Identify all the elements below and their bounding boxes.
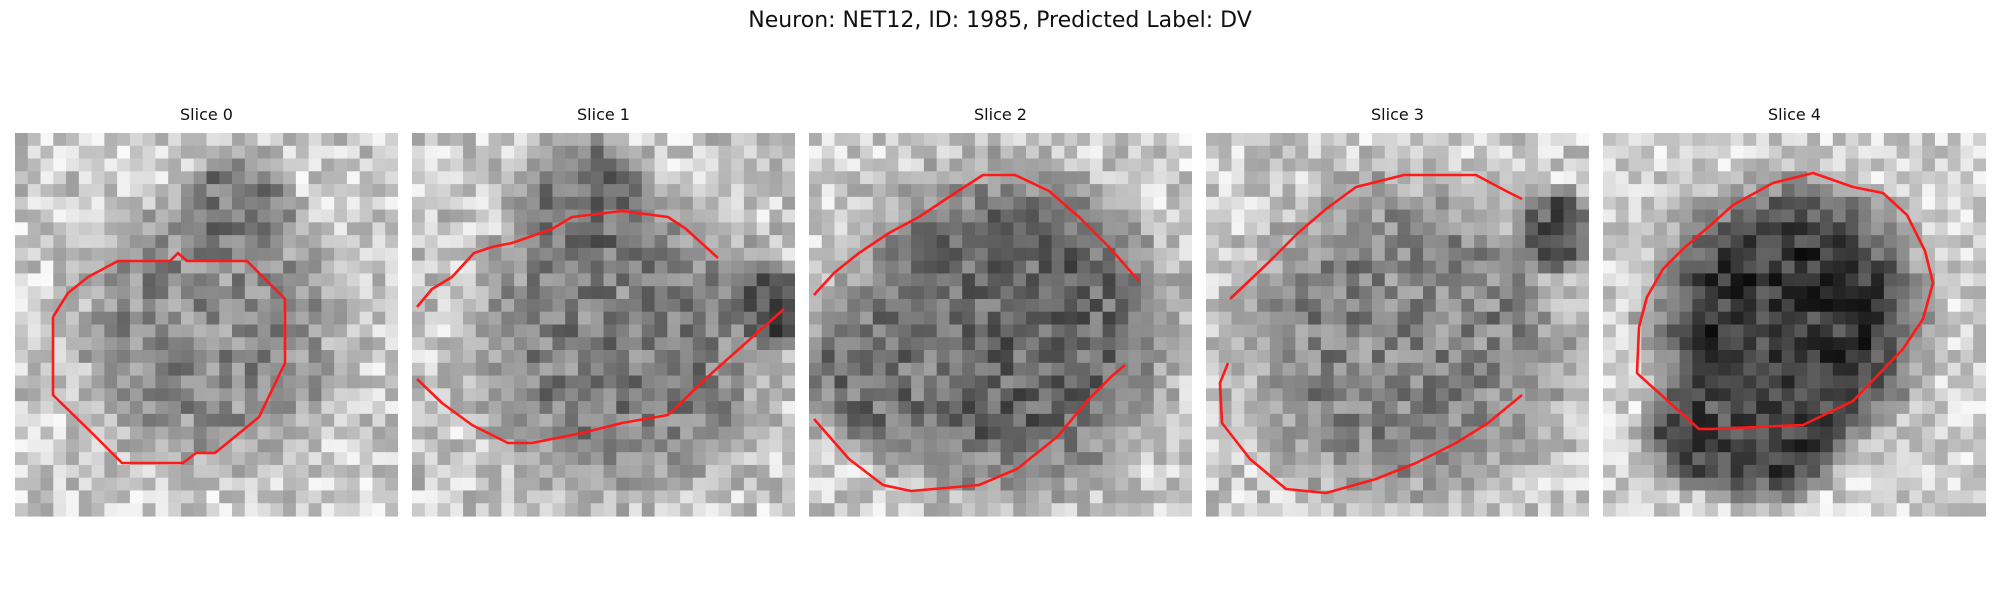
figure-title: Neuron: NET12, ID: 1985, Predicted Label…: [748, 8, 1252, 33]
slice-image: [1603, 133, 1986, 517]
roi-contour: [1218, 362, 1523, 495]
slice-image: [1206, 133, 1589, 517]
slice-title: Slice 1: [577, 105, 630, 124]
slice-title: Slice 0: [180, 105, 233, 124]
roi-contour: [1635, 171, 1935, 431]
roi-contour: [813, 364, 1126, 493]
slice-panel: Slice 2: [809, 105, 1192, 517]
roi-contour: [1229, 173, 1523, 300]
roi-contour: [51, 251, 287, 465]
slice-panel: Slice 1: [412, 105, 795, 517]
slice-panel: Slice 4: [1603, 105, 1986, 517]
slice-image: [15, 133, 398, 517]
slice-title: Slice 3: [1371, 105, 1424, 124]
slice-title: Slice 4: [1768, 105, 1821, 124]
slice-panel: Slice 3: [1206, 105, 1589, 517]
roi-contour: [416, 209, 719, 308]
slice-title: Slice 2: [974, 105, 1027, 124]
slice-image: [412, 133, 795, 517]
slice-panel: Slice 0: [15, 105, 398, 517]
slice-image: [809, 133, 1192, 517]
roi-contour: [416, 308, 785, 445]
roi-contour: [813, 173, 1140, 296]
